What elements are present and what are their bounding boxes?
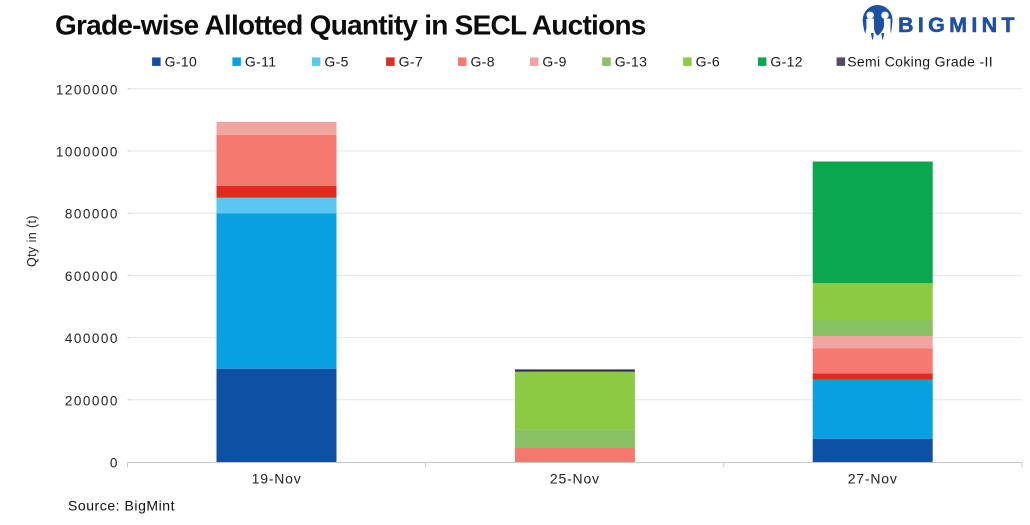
svg-text:1200000: 1200000 (56, 82, 119, 97)
svg-text:Semi Coking Grade -II: Semi Coking Grade -II (847, 54, 993, 70)
svg-text:Source: BigMint: Source: BigMint (68, 498, 175, 514)
svg-text:1000000: 1000000 (56, 145, 119, 160)
svg-text:G-9: G-9 (542, 54, 566, 70)
svg-text:25-Nov: 25-Nov (550, 471, 600, 487)
svg-text:G-12: G-12 (770, 54, 803, 70)
svg-text:800000: 800000 (65, 207, 119, 222)
svg-text:Grade-wise Allotted Quantity i: Grade-wise Allotted Quantity in SECL Auc… (55, 10, 646, 41)
svg-text:G-10: G-10 (165, 54, 198, 70)
svg-text:G-7: G-7 (399, 54, 423, 70)
svg-text:200000: 200000 (65, 393, 119, 408)
svg-text:BIGMINT: BIGMINT (898, 13, 1019, 37)
svg-text:G-5: G-5 (324, 54, 348, 70)
svg-text:19-Nov: 19-Nov (252, 471, 302, 487)
svg-text:Qty in (t): Qty in (t) (25, 215, 39, 267)
svg-text:G-6: G-6 (696, 54, 720, 70)
svg-text:G-13: G-13 (615, 54, 648, 70)
svg-text:400000: 400000 (65, 331, 119, 346)
svg-text:600000: 600000 (65, 269, 119, 284)
svg-text:0: 0 (110, 456, 119, 471)
svg-text:G-8: G-8 (471, 54, 495, 70)
svg-text:G-11: G-11 (245, 54, 277, 70)
svg-text:27-Nov: 27-Nov (848, 471, 898, 487)
